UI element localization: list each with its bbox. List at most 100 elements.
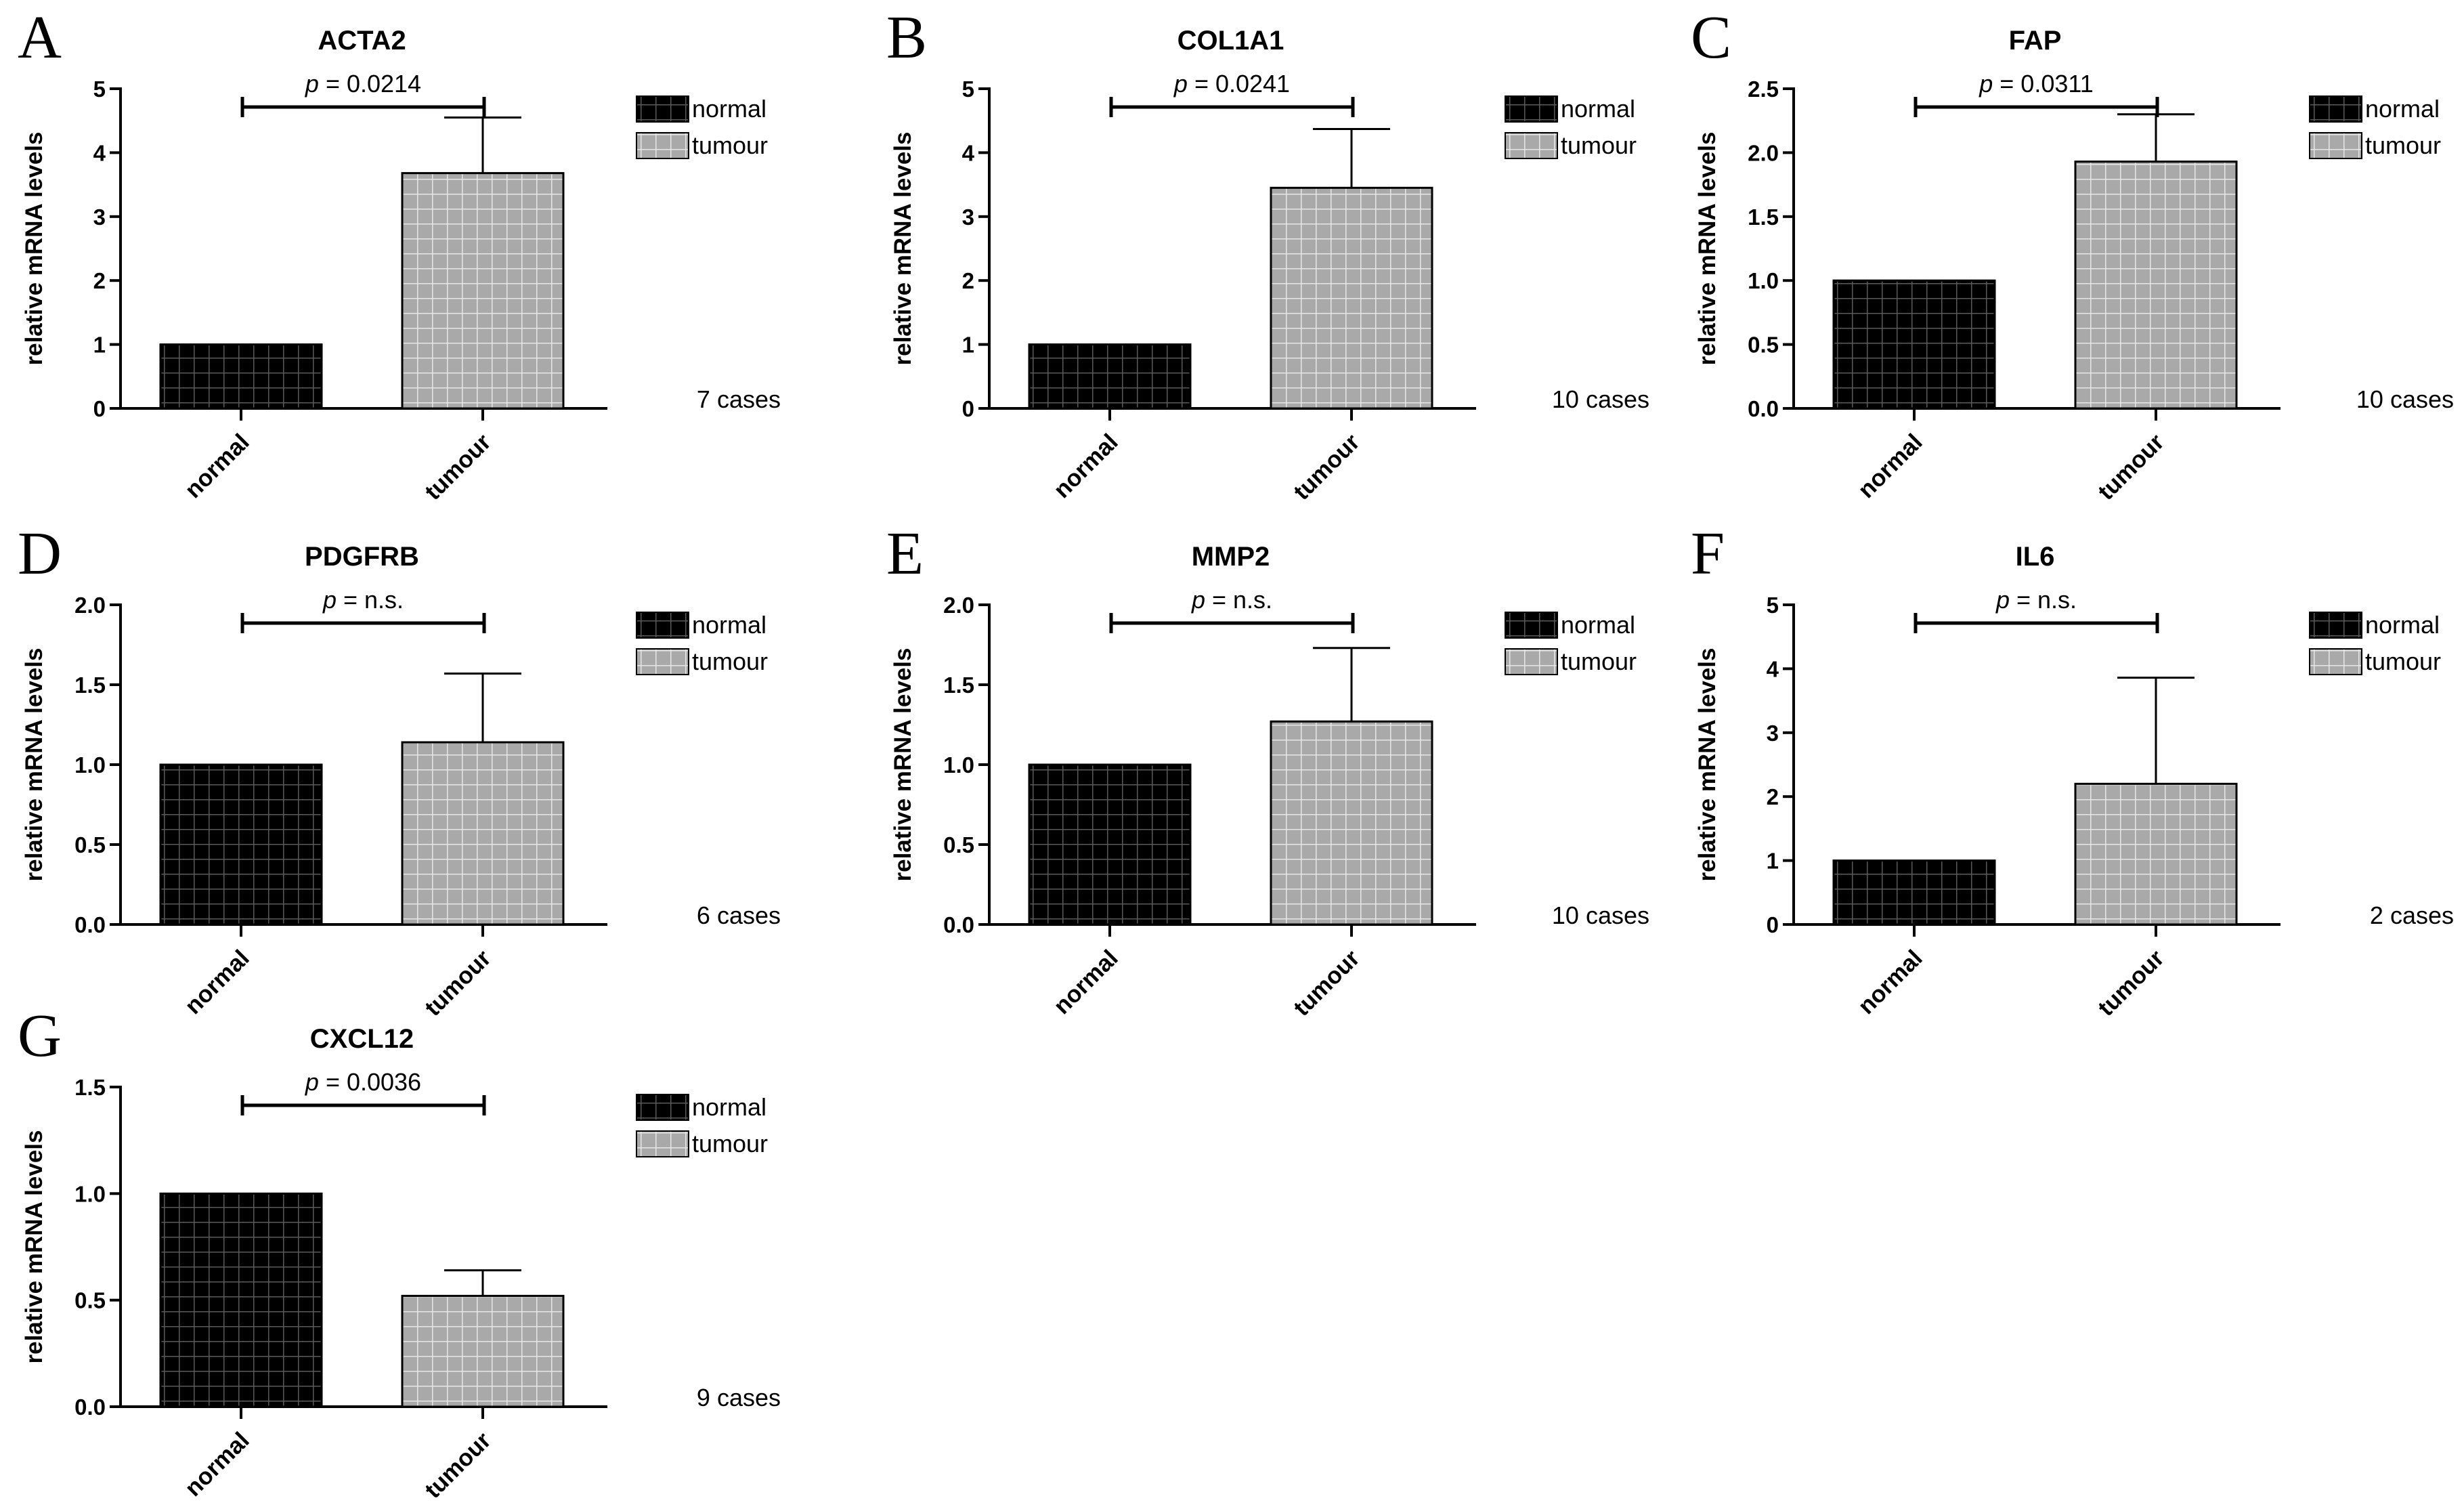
p-symbol: p [322,586,337,614]
legend-swatch-normal [636,1094,689,1121]
y-tick-label: 1.5 [74,1075,106,1100]
y-tick-label: 0 [1767,912,1779,937]
legend-swatch-tumour [2309,132,2362,159]
legend-label-tumour: tumour [2365,647,2441,675]
bar-tumour [2074,782,2238,926]
p-symbol: p [1173,70,1188,98]
y-tick-label: 5 [93,77,106,102]
panel-letter: D [18,520,62,587]
cases-label: 7 cases [697,385,781,413]
x-tick-label: normal [1853,429,1928,503]
y-axis-label: relative mRNA levels [1694,648,1721,882]
x-tick-label: normal [180,429,255,503]
legend-swatch-normal [1505,95,1558,123]
y-tick-label: 1.5 [1748,205,1779,230]
bar-normal [159,1192,323,1408]
bar-normal [159,343,323,410]
panel-a: A ACTA2 relative mRNA levels 0 1 2 3 4 5 normal tu… [18,4,781,505]
y-tick-label: 2 [1767,784,1779,809]
legend-label-normal: normal [692,611,766,639]
x-tick-label: normal [180,945,255,1019]
x-tick-label: normal [1049,945,1123,1019]
y-tick-label: 0.0 [943,912,974,937]
y-tick-label: 1.5 [74,673,106,698]
y-tick-label: 2.0 [1748,140,1779,165]
y-tick-label: 0.0 [74,1395,106,1420]
y-tick-label: 1 [1767,849,1779,874]
y-tick-label: 4 [93,140,106,165]
p-value-text: = n.s. [1205,586,1272,614]
y-axis-label: relative mRNA levels [890,648,916,882]
panel-letter: F [1691,520,1725,587]
legend-label-tumour: tumour [692,647,768,675]
cases-label: 2 cases [2370,901,2454,929]
bar-normal [1832,859,1996,926]
x-tick-label: normal [180,1427,255,1502]
legend-swatch-normal [636,612,689,639]
y-tick-label: 2 [93,268,106,293]
y-tick-label: 0.5 [74,1288,106,1313]
y-tick-label: 1.0 [74,752,106,778]
bar-normal [1028,343,1192,410]
chart-title: MMP2 [1192,542,1270,572]
y-tick-label: 4 [1767,656,1779,681]
y-tick-label: 2.0 [74,593,106,618]
legend-label-normal: normal [1561,95,1635,123]
x-tick-label: tumour [1289,429,1365,505]
p-symbol: p [1995,586,2010,614]
y-tick-label: 4 [962,140,975,165]
y-tick-label: 1 [962,333,974,358]
legend-label-tumour: tumour [1561,131,1637,159]
legend-swatch-tumour [636,1130,689,1157]
chart-title: FAP [2009,26,2062,56]
panel-letter: E [886,520,924,587]
x-tick-label: tumour [1289,945,1365,1021]
panel-f: F IL6 relative mRNA levels 0 1 2 3 4 5 normal tumo… [1691,520,2454,1021]
y-tick-label: 3 [93,205,106,230]
p-value-text: = 0.0036 [319,1068,421,1096]
p-value-text: = 0.0214 [319,70,421,98]
p-symbol: p [305,1068,319,1096]
p-symbol: p [1979,70,1993,98]
panel-letter: G [18,1002,62,1069]
cases-label: 10 cases [1552,901,1649,929]
cases-label: 10 cases [2356,385,2454,413]
cases-label: 9 cases [697,1384,781,1411]
panel-letter: A [18,4,62,71]
y-tick-label: 0 [962,396,974,421]
bar-tumour [1270,186,1433,410]
y-tick-label: 2 [962,268,974,293]
y-tick-label: 1.5 [943,673,974,698]
legend-swatch-normal [2309,612,2362,639]
p-value-label: p = 0.0241 [1173,70,1290,98]
y-tick-label: 3 [962,205,974,230]
y-tick-label: 0.5 [943,832,974,857]
p-value-text: = n.s. [337,586,404,614]
p-value-label: p = 0.0036 [305,1068,421,1096]
y-axis-label: relative mRNA levels [21,648,47,882]
legend-swatch-tumour [1505,132,1558,159]
legend-label-tumour: tumour [692,1130,768,1157]
y-axis-label: relative mRNA levels [1694,132,1721,366]
p-value-label: p = n.s. [1995,586,2077,614]
y-tick-label: 1.0 [1748,268,1779,293]
p-value-text: = 0.0241 [1188,70,1290,98]
p-symbol: p [1191,586,1205,614]
x-tick-label: tumour [420,429,496,505]
bar-tumour [401,172,565,410]
y-tick-label: 5 [1767,593,1779,618]
y-tick-label: 0.5 [1748,333,1779,358]
x-tick-label: tumour [2093,429,2169,505]
p-value-text: = n.s. [2010,586,2077,614]
panel-e: E MMP2 relative mRNA levels 0.0 0.5 1.0 1.5 2.0… [886,520,1649,1021]
chart-title: IL6 [2016,542,2055,572]
y-tick-label: 5 [962,77,974,102]
x-tick-label: tumour [420,1427,496,1504]
bar-tumour [401,1294,565,1408]
y-tick-label: 1 [93,333,106,358]
y-tick-label: 1.0 [74,1181,106,1206]
panel-c: C FAP relative mRNA levels 0.0 0.5 1.0 1.5 2.0 2… [1691,4,2454,505]
bar-tumour [1270,720,1433,926]
y-tick-label: 1.0 [943,752,974,778]
